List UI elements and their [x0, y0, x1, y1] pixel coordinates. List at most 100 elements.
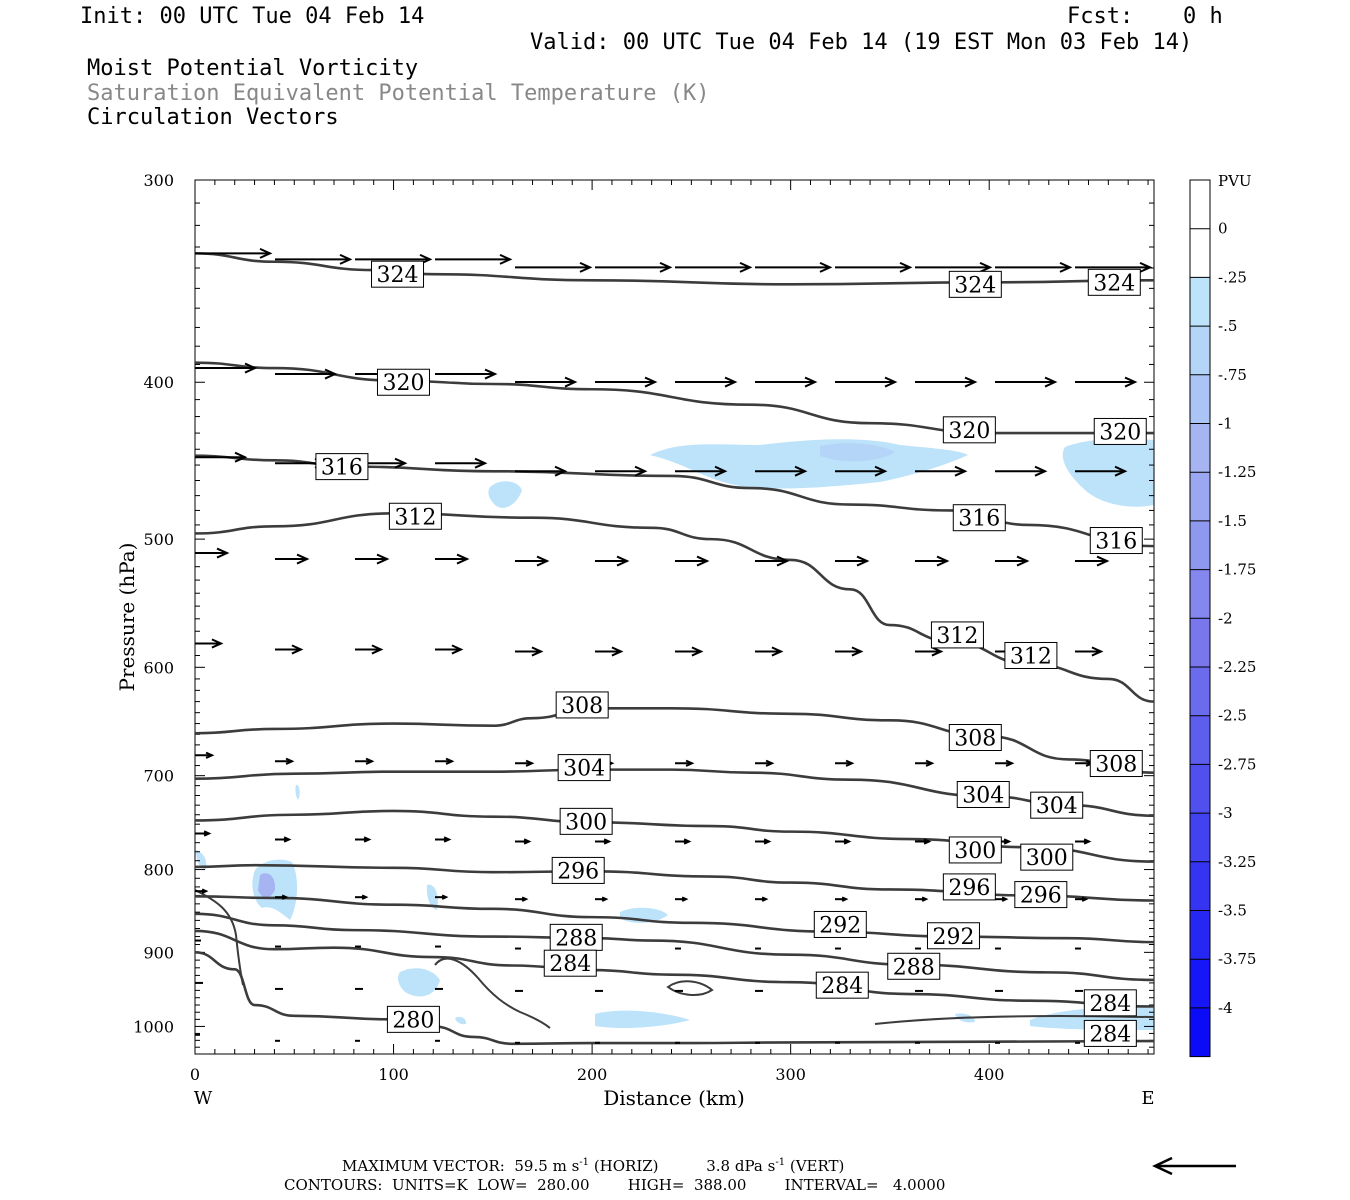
contour-label-box [1087, 268, 1141, 296]
y-tick-label: 400 [143, 373, 174, 392]
contour-label: 284 [821, 974, 863, 999]
contour-label: 308 [561, 694, 603, 719]
x-tick-label: 0 [190, 1065, 200, 1084]
contour-label: 324 [1093, 271, 1135, 296]
colorbar-label: -3.5 [1218, 902, 1247, 920]
max-vector-horiz-tag: (HORIZ) [593, 1157, 659, 1175]
pv-blob [426, 884, 438, 910]
pv-blob [196, 850, 207, 870]
contour-label-box [1030, 791, 1084, 819]
colorbar-label: -2.75 [1218, 755, 1256, 773]
colorbar-label: -4 [1218, 999, 1233, 1017]
circulation-vector [835, 759, 855, 767]
circulation-vector [195, 451, 248, 463]
circulation-vector [675, 261, 753, 273]
contours-low-value: 280.00 [537, 1176, 590, 1194]
circulation-vector [195, 638, 224, 649]
contour-label: 292 [932, 925, 974, 950]
colorbar-swatch [1190, 959, 1210, 1008]
colorbar-label: -3 [1218, 804, 1233, 822]
contours-interval-value: 4.0000 [892, 1176, 946, 1194]
pv-colorbar: 0 -.25 -.5 -.75 -1 -1.25 -1.5 -1.75 -2 -2.25 -2.5 -… [1189, 179, 1256, 1058]
contour-label: 320 [382, 371, 424, 396]
contour-288 [195, 912, 1154, 982]
colorbar-swatch [1190, 618, 1210, 667]
contour-label: 296 [1020, 884, 1062, 909]
circulation-vector [675, 896, 689, 902]
colorbar-title: PVU [1218, 172, 1252, 190]
circulation-vector [595, 465, 648, 477]
contour-label-box [1093, 417, 1147, 445]
colorbar-swatch [1190, 1007, 1210, 1057]
circulation-vector [835, 465, 888, 477]
title-theta-es: Saturation Equivalent Potential Temperat… [87, 81, 710, 106]
contour-label-box [948, 836, 1002, 864]
y-tick-label: 300 [143, 171, 174, 190]
contour-label: 308 [954, 726, 996, 751]
circulation-vector [275, 253, 353, 265]
contour-292 [195, 894, 1154, 944]
circulation-vector [755, 261, 833, 273]
contour-308 [195, 706, 1154, 774]
colorbar-swatch [1190, 764, 1210, 814]
contour-320 [195, 361, 1154, 435]
circulation-vector [675, 555, 710, 567]
pv-contour [434, 957, 551, 1029]
contour-label-box [948, 270, 1002, 298]
contour-label-box [557, 754, 611, 782]
colorbar-label: -1.25 [1218, 463, 1256, 481]
circulation-vector [195, 247, 273, 259]
contours-info-line: CONTOURS: UNITS=K LOW= 280.00 HIGH= 388.… [284, 1176, 945, 1194]
colorbar-swatch [1190, 277, 1210, 327]
contour-label: 312 [936, 624, 978, 649]
max-vector-horiz-exp: -1 [579, 1157, 590, 1168]
circulation-vector [595, 261, 673, 273]
contour-label-box [555, 691, 609, 719]
contour-label-box [1083, 989, 1137, 1017]
circulation-vector [755, 555, 790, 567]
colorbar-label: -.5 [1218, 317, 1237, 335]
colorbar-label: -1 [1218, 415, 1233, 433]
contour-label: 296 [557, 859, 599, 884]
circulation-vector [515, 261, 593, 273]
contour-label: 308 [1095, 753, 1137, 778]
circulation-vector [1075, 759, 1095, 767]
circulation-vector [355, 836, 372, 843]
contour-label: 288 [555, 926, 597, 951]
pv-blob [455, 1016, 467, 1025]
colorbar-label: -.75 [1218, 366, 1247, 384]
contour-label-box [1014, 881, 1068, 909]
contour-312 [195, 512, 1154, 703]
contour-label-box [549, 923, 603, 951]
pv-blob [397, 968, 440, 997]
contour-label: 304 [563, 757, 605, 782]
contours-label: CONTOURS: [284, 1176, 383, 1194]
max-vector-label: MAXIMUM VECTOR: [342, 1157, 505, 1175]
circulation-vector [435, 894, 449, 900]
circulation-vectors [195, 247, 1153, 1044]
contour-label: 300 [954, 839, 996, 864]
circulation-vector [515, 555, 550, 567]
max-vector-vert-unit: dPa s [734, 1157, 776, 1175]
circulation-vector [515, 896, 529, 902]
colorbar-swatch [1190, 910, 1210, 960]
circulation-vector [995, 376, 1058, 388]
circulation-vector [275, 553, 310, 565]
contour-label: 296 [948, 876, 990, 901]
contour-label-box [1004, 641, 1058, 669]
circulation-vector [275, 894, 289, 900]
y-tick-label: 600 [143, 658, 174, 677]
colorbar-label: -1.5 [1218, 512, 1247, 530]
circulation-vector [995, 896, 1009, 902]
circulation-vector [435, 457, 488, 469]
circulation-vector [835, 555, 870, 567]
colorbar-swatch [1190, 472, 1210, 521]
colorbar-label: -2 [1218, 609, 1233, 627]
circulation-vector [995, 555, 1030, 567]
x-tick-label: 400 [974, 1065, 1005, 1084]
contour-label: 316 [1095, 530, 1137, 555]
circulation-vector [275, 836, 292, 843]
y-tick-label: 800 [143, 861, 174, 880]
colorbar-swatch [1190, 374, 1210, 424]
